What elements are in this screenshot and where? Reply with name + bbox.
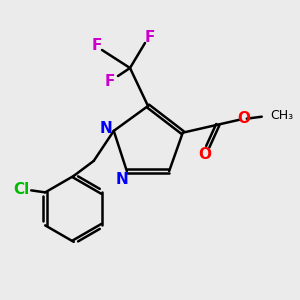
Text: F: F [105, 74, 115, 88]
Text: O: O [237, 111, 250, 126]
Text: F: F [145, 31, 155, 46]
Text: O: O [198, 147, 211, 162]
Text: Cl: Cl [13, 182, 29, 197]
Text: N: N [116, 172, 128, 187]
Text: CH₃: CH₃ [270, 109, 293, 122]
Text: F: F [92, 38, 102, 52]
Text: N: N [99, 122, 112, 136]
